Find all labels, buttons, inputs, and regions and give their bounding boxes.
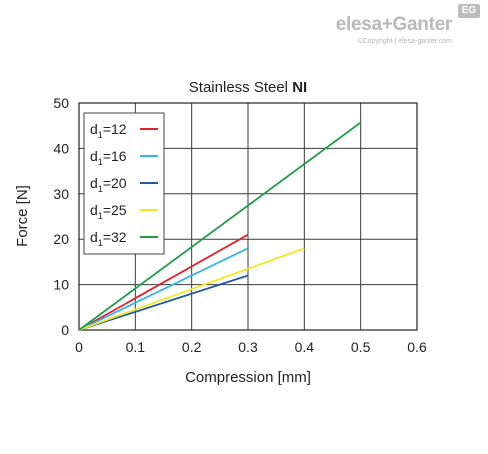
y-tick-label: 30 (53, 186, 69, 202)
brand-copyright: ©Copyright | elesa-ganter.com (357, 38, 452, 45)
x-tick-label: 0 (75, 339, 83, 355)
y-tick-label: 40 (53, 140, 69, 156)
brand-header: elesa+Ganter EG ©Copyright | elesa-gante… (300, 4, 480, 50)
x-axis-title: Compression [mm] (185, 369, 311, 386)
legend-label: d1=32 (90, 229, 127, 248)
x-tick-label: 0.2 (182, 339, 202, 355)
x-tick-label: 0.4 (295, 339, 315, 355)
chart-title-bold: NI (292, 79, 307, 96)
legend-label: d1=16 (90, 148, 127, 167)
chart-legend: d1=12 d1=16 d1=20 d1=25 d1=32 (83, 112, 165, 255)
x-tick-label: 0.1 (126, 339, 146, 355)
chart-series (78, 121, 362, 331)
y-tick-label: 10 (53, 277, 69, 293)
series-line-20 (78, 274, 249, 331)
chart-title: Stainless Steel NI (189, 79, 307, 96)
legend-label: d1=25 (90, 202, 127, 221)
chart-ticks: 0 0.1 0.2 0.3 0.4 0.5 0.6 0 10 20 30 40 50 (53, 95, 427, 355)
y-tick-label: 0 (61, 322, 69, 338)
series-line-16 (78, 247, 249, 331)
x-tick-label: 0.5 (351, 339, 371, 355)
y-tick-label: 50 (53, 95, 69, 111)
legend-label: d1=12 (90, 121, 127, 140)
y-tick-label: 20 (53, 231, 69, 247)
y-axis-title: Force [N] (14, 185, 31, 247)
series-line-12 (78, 233, 249, 331)
chart-title-main: Stainless Steel (189, 79, 292, 96)
x-tick-label: 0.3 (238, 339, 258, 355)
series-line-32 (78, 121, 362, 331)
series-line-25 (78, 247, 305, 331)
x-tick-label: 0.6 (407, 339, 427, 355)
plot-frame (78, 102, 418, 331)
legend-label: d1=20 (90, 175, 127, 194)
brand-badge: EG (458, 4, 480, 18)
brand-logo: elesa+Ganter (335, 14, 453, 35)
